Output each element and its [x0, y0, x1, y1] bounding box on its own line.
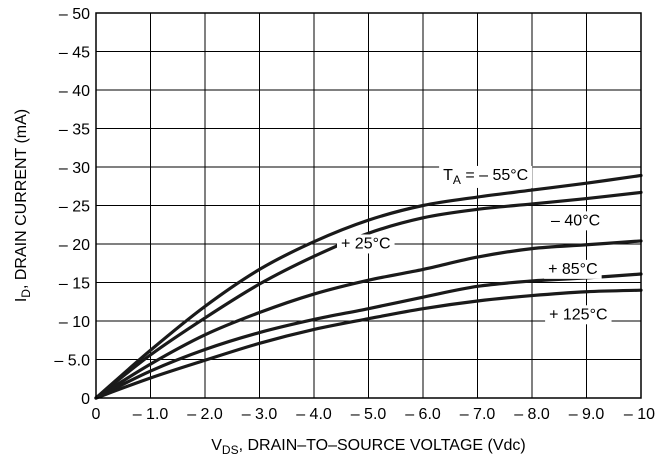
series-label-background	[544, 259, 602, 279]
series-label-sub: A	[453, 173, 461, 187]
series-label: + 125°C	[549, 306, 607, 323]
x-tick-label: 0	[92, 406, 101, 423]
x-tick-label: – 2.0	[187, 406, 223, 423]
series-label-group: + 85°C	[544, 259, 602, 279]
series-label-main: + 125°C	[549, 306, 607, 323]
x-axis-title-sub: DS	[222, 443, 239, 457]
series-line	[94, 239, 643, 400]
series-label: + 85°C	[548, 261, 598, 278]
series-line	[94, 288, 643, 400]
y-tick-label: – 45	[59, 45, 90, 62]
x-tick-label: – 3.0	[242, 406, 278, 423]
series-label: – 40°C	[551, 212, 600, 229]
series-label-background	[337, 234, 395, 254]
x-axis-title-rest: , DRAIN–TO–SOURCE VOLTAGE (Vdc)	[239, 437, 526, 454]
x-axis-title-main: V	[211, 437, 222, 454]
y-tick-label: – 30	[59, 160, 90, 177]
x-tick-label: – 5.0	[351, 406, 387, 423]
series-label-group: TA = – 55°C	[439, 165, 533, 188]
series-label-background	[439, 165, 533, 188]
y-tick-label: – 35	[59, 122, 90, 139]
y-tick-label: – 10	[59, 314, 90, 331]
series-label-group: + 25°C	[337, 234, 395, 254]
x-tick-label: – 8.0	[514, 406, 550, 423]
series-label-background	[547, 211, 605, 231]
series-label-main: + 25°C	[341, 235, 391, 252]
series-label-main: + 85°C	[548, 261, 598, 278]
y-tick-label: – 20	[59, 237, 90, 254]
y-tick-label: – 15	[59, 276, 90, 293]
x-tick-label: – 10	[624, 406, 655, 423]
series-label-main: – 40°C	[551, 212, 600, 229]
series-label: + 25°C	[341, 235, 391, 252]
y-tick-label: – 50	[59, 6, 90, 23]
y-axis-title: ID, DRAIN CURRENT (mA)	[13, 109, 33, 302]
x-tick-label: – 9.0	[569, 406, 605, 423]
series-labels: TA = – 55°C – 40°C + 25°C + 85°C + 125°C	[337, 165, 612, 325]
y-axis-title-main: I	[13, 298, 30, 302]
x-tick-label: – 7.0	[460, 406, 496, 423]
series-label: TA = – 55°C	[443, 167, 528, 187]
x-tick-label: – 6.0	[405, 406, 441, 423]
plot-frame	[95, 12, 642, 399]
y-tick-label: – 40	[59, 83, 90, 100]
y-tick-labels: 0 – 5.0 – 10 – 15 – 20 – 25 – 30 – 35 – 40 – 45 – …	[54, 6, 90, 408]
x-tick-label: – 4.0	[296, 406, 332, 423]
series-label-group: – 40°C	[547, 211, 605, 231]
y-tick-label: – 5.0	[54, 353, 90, 370]
y-tick-label: 0	[81, 391, 90, 408]
series-label-group: + 125°C	[545, 305, 612, 325]
x-tick-labels: 0 – 1.0 – 2.0 – 3.0 – 4.0 – 5.0 – 6.0 – 7.0 – 8.…	[92, 406, 656, 423]
series-line	[94, 272, 643, 400]
y-axis-title-rest: , DRAIN CURRENT (mA)	[13, 109, 30, 289]
x-axis-title: VDS, DRAIN–TO–SOURCE VOLTAGE (Vdc)	[211, 437, 526, 457]
series-line	[94, 173, 643, 400]
y-axis-title-sub: D	[19, 289, 33, 298]
y-tick-label: – 25	[59, 199, 90, 216]
grid	[96, 13, 641, 398]
series-label-background	[545, 305, 612, 325]
series-label-main: T	[443, 167, 453, 184]
x-tick-label: – 1.0	[133, 406, 169, 423]
series-label-rest: = – 55°C	[461, 167, 528, 184]
